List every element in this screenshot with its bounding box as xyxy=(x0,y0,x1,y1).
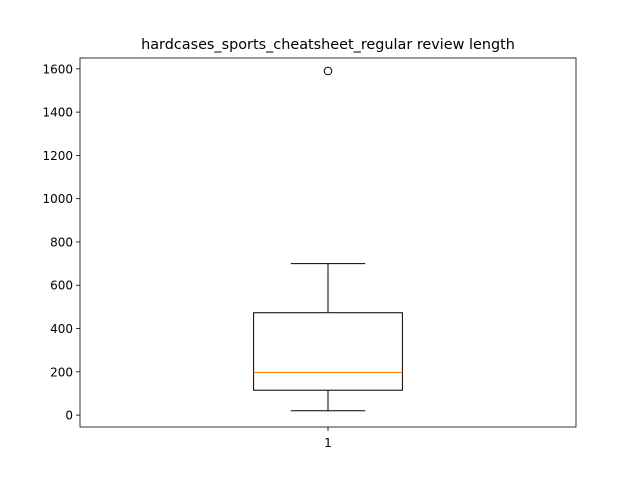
y-axis: 0 200 400 600 800 1000 1200 1400 1600 xyxy=(42,62,80,423)
x-axis: 1 xyxy=(324,427,332,450)
y-tick-label: 200 xyxy=(50,365,73,379)
y-tick-label: 1600 xyxy=(42,62,73,76)
y-tick-label: 1200 xyxy=(42,149,73,163)
y-tick-label: 400 xyxy=(50,322,73,336)
y-tick-label: 800 xyxy=(50,235,73,249)
y-tick-label: 1000 xyxy=(42,192,73,206)
y-tick-label: 1400 xyxy=(42,106,73,120)
y-tick-label: 0 xyxy=(65,409,73,423)
x-tick-label: 1 xyxy=(324,436,332,450)
plot-marks xyxy=(253,66,403,412)
chart-title: hardcases_sports_cheatsheet_regular revi… xyxy=(141,37,515,53)
y-tick-label: 600 xyxy=(50,279,73,293)
box-iqr xyxy=(253,312,403,391)
outlier-point xyxy=(323,66,333,76)
plot-frame xyxy=(79,57,577,428)
